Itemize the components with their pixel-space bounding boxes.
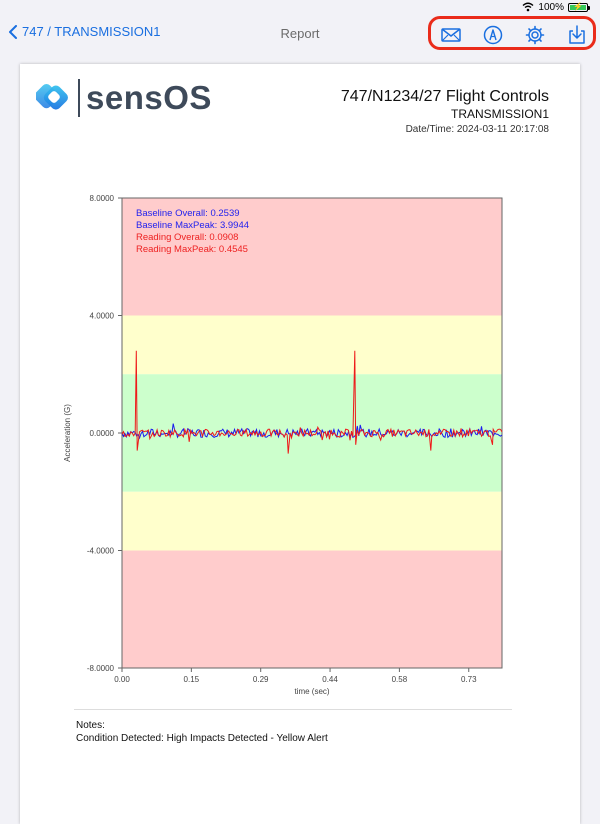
chart-annotation: Reading MaxPeak: 0.4545	[136, 244, 248, 255]
report-datetime: Date/Time: 2024-03-11 20:17:08	[405, 124, 549, 135]
x-tick-label: 0.29	[253, 675, 269, 684]
back-label: 747 / TRANSMISSION1	[22, 24, 161, 39]
report-title: 747/N1234/27 Flight Controls	[340, 88, 549, 105]
acceleration-chart: 8.0000 4.0000 0.0000 -4.0000 -8.0000 0.00 0.15…	[60, 186, 520, 706]
report-page: sensOS 747/N1234/27 Flight Controls TRAN…	[20, 64, 580, 824]
logo-mark-icon	[36, 84, 68, 110]
chart-annotation: Baseline Overall: 0.2539	[136, 208, 240, 219]
y-tick-label: 4.0000	[90, 312, 115, 321]
y-tick-label: -4.0000	[87, 547, 115, 556]
x-tick-label: 0.00	[114, 675, 130, 684]
x-tick-label: 0.73	[461, 675, 477, 684]
navigation-bar: 747 / TRANSMISSION1 Report	[0, 14, 600, 52]
notes-text: Condition Detected: High Impacts Detecte…	[76, 733, 328, 744]
y-tick-label: -8.0000	[87, 664, 115, 673]
chart-annotation: Reading Overall: 0.0908	[136, 232, 238, 243]
divider	[74, 709, 512, 710]
markup-icon[interactable]	[482, 25, 504, 45]
status-bar: 100% ⚡	[0, 0, 600, 14]
y-tick-label: 8.0000	[90, 194, 115, 203]
page-title: Report	[280, 26, 320, 41]
wifi-icon	[522, 2, 534, 12]
y-axis-label: Acceleration (G)	[63, 404, 72, 462]
gear-icon[interactable]	[524, 25, 546, 45]
y-tick-label: 0.0000	[90, 429, 115, 438]
chart-annotation: Baseline MaxPeak: 3.9944	[136, 220, 249, 231]
logo-separator	[78, 79, 80, 117]
download-icon[interactable]	[566, 25, 588, 45]
sensos-logo: sensOS	[36, 76, 212, 120]
x-axis-label: time (sec)	[294, 687, 329, 696]
report-subtitle: TRANSMISSION1	[450, 107, 549, 121]
chart-svg: 8.0000 4.0000 0.0000 -4.0000 -8.0000 0.00 0.15…	[63, 194, 503, 696]
chart-band-3	[122, 491, 502, 551]
battery-icon: ⚡	[568, 2, 590, 12]
series-line-1	[121, 350, 503, 454]
back-button[interactable]: 747 / TRANSMISSION1	[8, 24, 160, 39]
x-tick-label: 0.58	[392, 675, 408, 684]
chart-band-1	[122, 315, 502, 375]
status-indicators: 100% ⚡	[522, 1, 590, 13]
chart-band-0	[122, 198, 502, 316]
battery-percent: 100%	[538, 1, 564, 13]
logo-text: sensOS	[86, 79, 212, 116]
mail-icon[interactable]	[440, 25, 462, 45]
notes-label: Notes:	[76, 720, 105, 731]
toolbar-highlight	[428, 16, 596, 50]
chevron-left-icon	[9, 24, 17, 39]
x-tick-label: 0.15	[184, 675, 200, 684]
chart-band-4	[122, 550, 502, 668]
x-tick-label: 0.44	[322, 675, 338, 684]
